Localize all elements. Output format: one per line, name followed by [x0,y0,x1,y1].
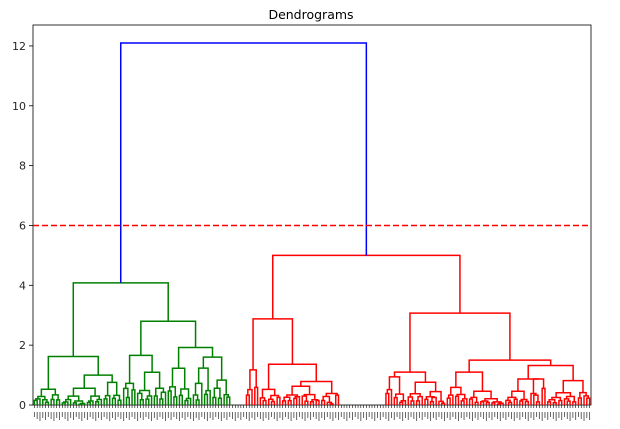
dendrogram-link-78 [276,396,281,405]
dendrogram-link-33 [131,389,136,405]
dendrogram-link-22 [72,387,96,397]
dendrogram-link-163 [566,400,571,405]
dendrogram-link-31 [125,396,130,405]
dendrogram-link-87 [304,400,309,405]
dendrogram-link-115 [424,398,429,405]
dendrogram-link-112 [415,400,421,405]
dendrogram-link-168 [577,397,582,405]
y-tick-label-8: 8 [19,160,26,173]
dendrogram-link-19 [95,401,100,405]
dendrogram-link-134 [480,400,485,405]
dendrogram-link-152 [535,401,541,405]
dendrogram-link-110 [410,400,415,405]
dendrogram-link-165 [572,401,577,405]
dendrogram-link-148 [519,400,524,405]
dendrogram-link-49 [178,394,184,405]
chart-title: Dendrograms [268,7,353,22]
dendrogram-link-89 [309,401,315,405]
dendrogram-link-100 [300,380,333,394]
dendrogram-link-37 [145,398,150,405]
dendrogram-link-169 [586,397,591,405]
dendrogram-link-13 [78,403,83,406]
leaf-tick-labels [33,405,591,421]
dendrogram-link-81 [281,400,287,405]
dendrogram-link-47 [173,396,178,405]
y-tick-label-4: 4 [19,279,26,292]
dendrogram-link-131 [468,398,474,405]
dendrogram-link-116 [429,400,435,405]
dendrogram-link-161 [558,399,563,405]
dendrogram-link-50 [184,399,189,405]
plot-frame [32,24,592,406]
dendrogram-link-155 [541,387,546,405]
dendrogram-link-23 [103,398,108,405]
dendrogram-link-46 [167,390,172,405]
dendrogram-link-72 [254,386,259,405]
dendrogram-link-151 [511,390,525,400]
dendrogram-link-158 [547,401,552,405]
dendrogram-link-60 [212,396,217,405]
dendrogram-link-126 [454,395,460,405]
dendrogram-link-82 [287,399,292,405]
dendrogram-link-176 [271,254,461,319]
dendrogram-link-76 [270,400,276,405]
dendrogram-link-70 [245,394,250,405]
dendrogram-link-6 [55,399,61,405]
dendrogram-link-172 [562,379,584,393]
dendrogram-link-127 [460,400,465,405]
dendrogram-link-105 [393,396,398,405]
y-tick-label-2: 2 [19,339,26,352]
dendrogram-link-102 [252,318,294,370]
dendrogram-link-149 [524,400,529,405]
dendrogram-link-175 [409,312,511,373]
dendrogram-link-68 [140,320,197,356]
dendrogram-link-2 [44,401,50,405]
dendrogram-link-124 [446,397,451,405]
dendrogram-link-35 [139,398,144,405]
dendrogram-link-61 [217,397,223,405]
dendrogram-link-157 [517,378,540,392]
dendrogram-link-65 [216,379,227,395]
y-axis: 0 2 4 6 8 10 12 [12,40,33,412]
dendrogram-link-143 [455,371,484,392]
dendrogram-link-90 [315,399,320,405]
dendrogram-link-41 [159,398,164,405]
dendrogram-link-84 [293,397,298,405]
dendrogram-link-45 [128,354,153,384]
dendrogram-link-40 [153,395,158,405]
y-tick-label-6: 6 [19,219,26,232]
dendrogram-link-53 [171,367,186,389]
dendrogram-link-54 [195,399,200,405]
dendrogram-link-103 [385,392,390,405]
dendrogram-link-5 [50,398,55,405]
dendrogram-link-69 [72,282,169,357]
dendrogram-link-26 [117,399,122,405]
dendrogram-link-63 [226,396,231,405]
dendrogram-link-146 [513,398,518,405]
dendrogram-link-74 [262,399,267,405]
dendrogram-link-25 [111,397,117,405]
dendrogram-link-28 [106,381,118,396]
dendrogram-link-59 [197,367,209,391]
dendrogram-link-30 [47,355,99,390]
y-tick-label-10: 10 [12,100,26,113]
dendrogram-links [33,42,591,406]
dendrogram-link-93 [291,385,311,395]
dendrogram-link-57 [203,393,209,405]
y-tick-label-0: 0 [19,399,26,412]
dendrogram-link-98 [334,394,340,405]
dendrogram-link-177 [119,42,368,283]
dendrogram-link-94 [321,399,326,405]
dendrogram-link-0 [33,399,38,405]
dendrogram-link-80 [261,388,276,398]
y-tick-label-12: 12 [12,40,26,53]
